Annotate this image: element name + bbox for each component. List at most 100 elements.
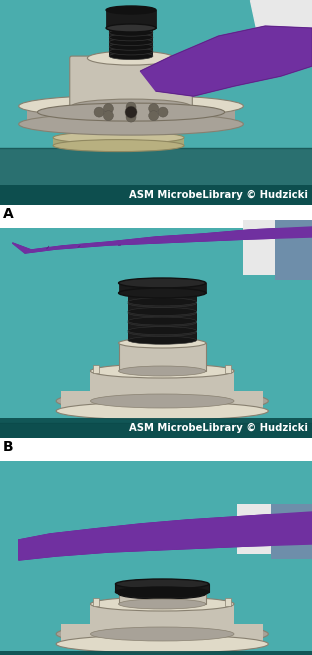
Bar <box>94 365 100 373</box>
Ellipse shape <box>90 597 234 611</box>
Polygon shape <box>19 512 312 560</box>
Circle shape <box>149 111 159 121</box>
Ellipse shape <box>56 623 268 645</box>
Bar <box>128 313 197 321</box>
Ellipse shape <box>56 635 268 653</box>
Ellipse shape <box>119 599 206 609</box>
Ellipse shape <box>56 390 268 412</box>
Ellipse shape <box>109 29 153 36</box>
Bar <box>61 391 263 411</box>
Bar <box>0 651 312 655</box>
Ellipse shape <box>109 52 153 60</box>
Bar <box>119 343 206 371</box>
Bar <box>159 365 165 373</box>
Ellipse shape <box>90 394 234 408</box>
Text: B: B <box>3 440 14 454</box>
Ellipse shape <box>106 24 156 32</box>
Ellipse shape <box>87 51 175 65</box>
Ellipse shape <box>106 6 156 14</box>
Bar <box>159 598 165 606</box>
Circle shape <box>126 102 136 112</box>
Ellipse shape <box>19 113 243 135</box>
Bar <box>128 322 197 331</box>
Bar <box>115 584 209 592</box>
Bar <box>61 624 263 644</box>
Polygon shape <box>12 227 312 253</box>
Polygon shape <box>140 26 312 96</box>
Bar <box>90 371 234 401</box>
Circle shape <box>103 111 114 121</box>
Bar <box>0 0 312 205</box>
Ellipse shape <box>128 299 197 307</box>
Ellipse shape <box>128 336 197 345</box>
Ellipse shape <box>109 24 153 31</box>
Bar <box>128 303 197 312</box>
Bar <box>106 10 156 28</box>
Ellipse shape <box>119 589 206 599</box>
Ellipse shape <box>90 364 234 378</box>
Circle shape <box>126 112 136 122</box>
Bar <box>128 332 197 341</box>
Bar <box>225 598 231 606</box>
Bar <box>109 28 153 33</box>
Bar <box>109 51 153 56</box>
Text: ASM MicrobeLibrary © Hudzicki: ASM MicrobeLibrary © Hudzicki <box>129 190 308 200</box>
Ellipse shape <box>90 627 234 641</box>
Ellipse shape <box>53 132 184 143</box>
Bar <box>90 604 234 634</box>
Polygon shape <box>19 512 312 560</box>
Bar <box>119 594 206 604</box>
Ellipse shape <box>128 290 197 298</box>
Ellipse shape <box>37 103 225 121</box>
Ellipse shape <box>115 587 209 597</box>
Bar <box>237 504 312 554</box>
Bar <box>275 220 312 280</box>
Polygon shape <box>12 227 312 253</box>
Bar <box>119 283 206 293</box>
FancyBboxPatch shape <box>70 56 192 108</box>
Ellipse shape <box>109 39 153 46</box>
Bar <box>109 47 153 51</box>
Ellipse shape <box>119 366 206 376</box>
Ellipse shape <box>128 298 197 306</box>
Bar <box>0 147 312 205</box>
Bar <box>0 423 312 438</box>
Ellipse shape <box>109 34 153 41</box>
Bar <box>128 293 197 302</box>
Bar <box>243 220 312 275</box>
Ellipse shape <box>131 586 193 591</box>
Ellipse shape <box>72 99 190 113</box>
Circle shape <box>94 107 104 117</box>
Ellipse shape <box>119 278 206 288</box>
Circle shape <box>158 107 168 117</box>
Circle shape <box>103 103 114 113</box>
Ellipse shape <box>128 309 197 317</box>
Bar <box>109 42 153 47</box>
Ellipse shape <box>128 318 197 327</box>
Ellipse shape <box>119 338 206 348</box>
Bar <box>0 418 312 438</box>
Bar <box>0 461 312 655</box>
Bar <box>27 106 235 124</box>
Ellipse shape <box>56 402 268 420</box>
Ellipse shape <box>128 307 197 316</box>
Bar <box>0 228 312 438</box>
Ellipse shape <box>109 43 153 50</box>
Bar <box>109 33 153 37</box>
Ellipse shape <box>53 140 184 151</box>
Ellipse shape <box>19 95 243 117</box>
Circle shape <box>125 106 137 118</box>
Bar <box>109 37 153 42</box>
Polygon shape <box>250 0 312 28</box>
Bar <box>94 598 100 606</box>
Ellipse shape <box>128 327 197 335</box>
Bar <box>225 365 231 373</box>
Ellipse shape <box>131 591 193 597</box>
Bar <box>271 504 312 559</box>
Ellipse shape <box>119 288 206 298</box>
Circle shape <box>149 103 159 113</box>
Ellipse shape <box>115 579 209 589</box>
Bar <box>137 293 187 341</box>
Ellipse shape <box>109 48 153 55</box>
Ellipse shape <box>128 328 197 336</box>
